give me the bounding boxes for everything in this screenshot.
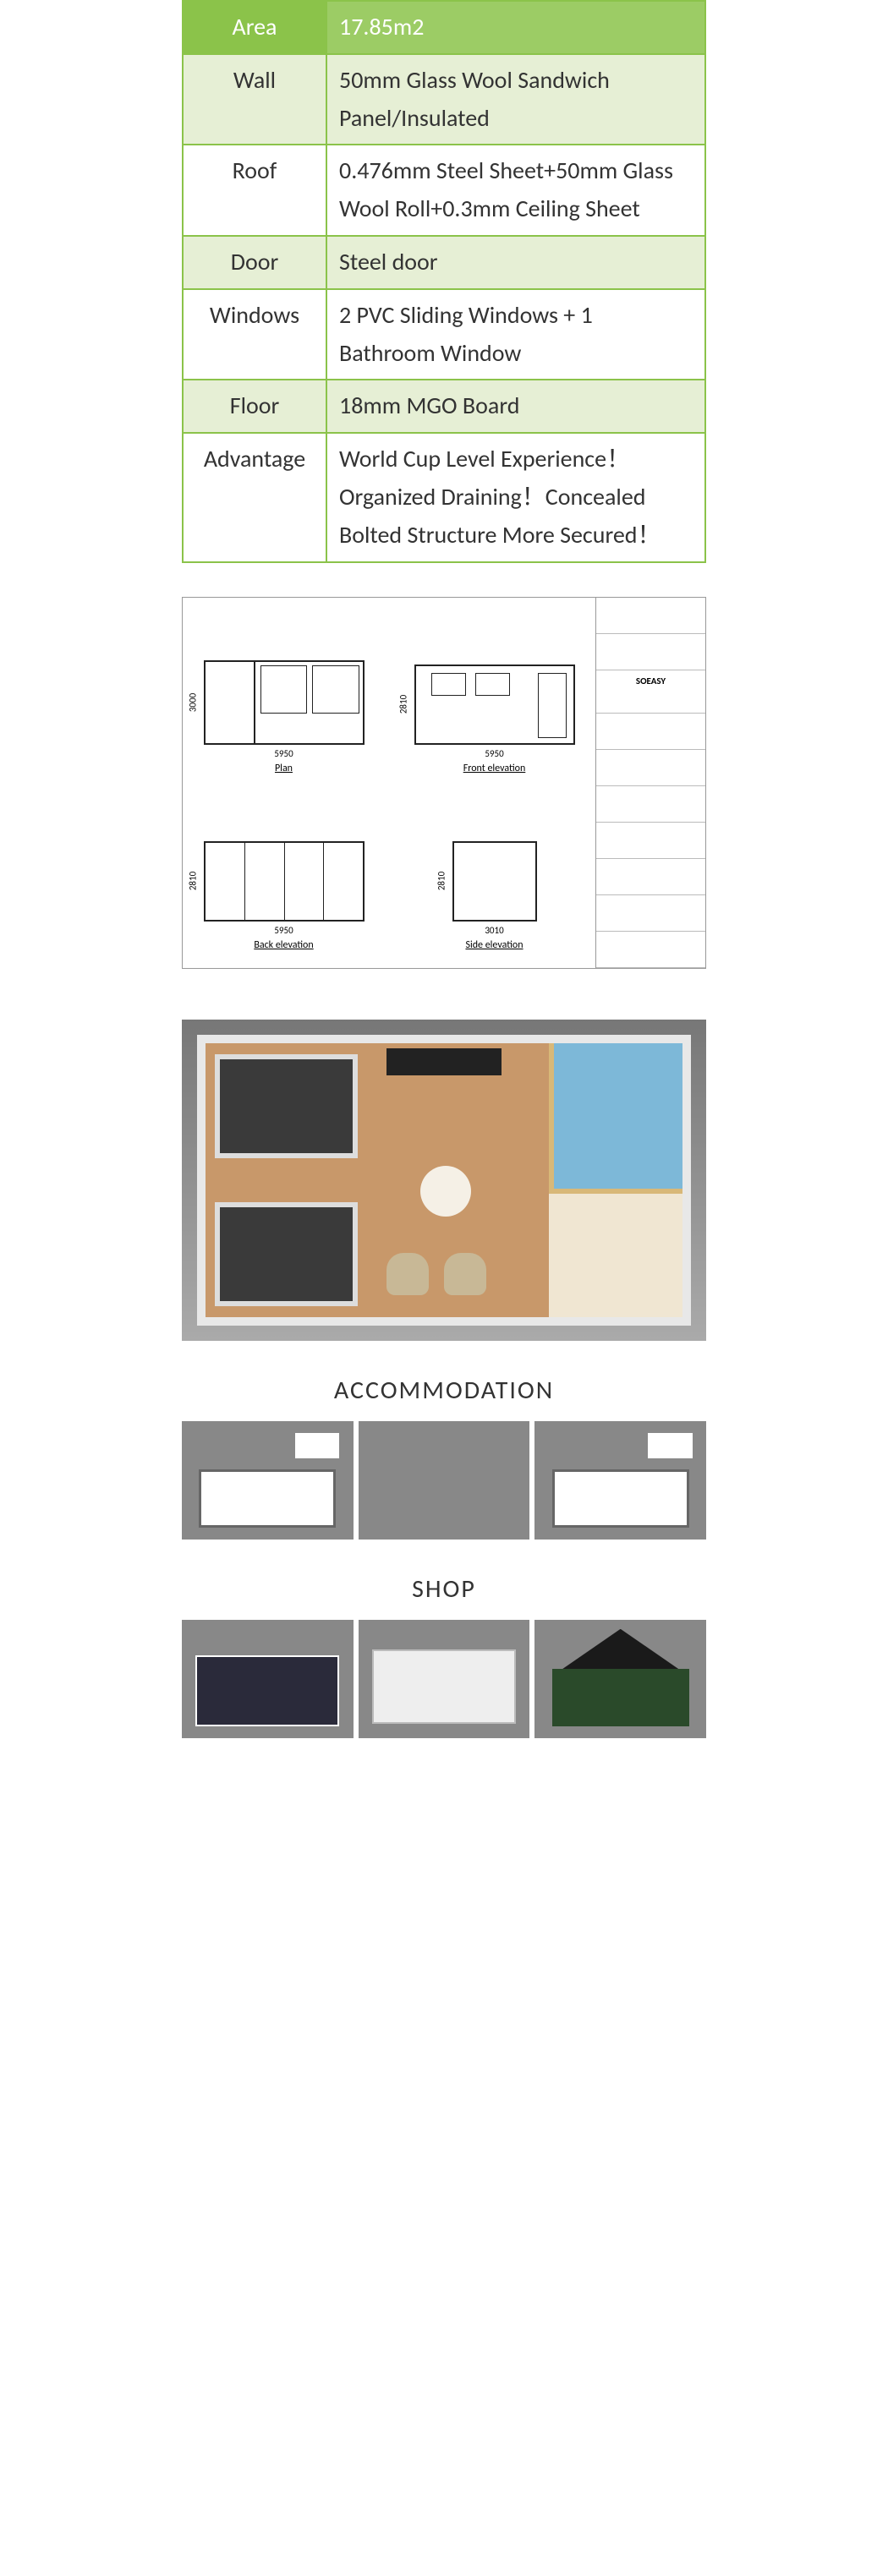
blueprint-titleblock: SOEASY	[595, 598, 705, 968]
spec-label: Door	[183, 236, 326, 289]
dim-width: 5950	[274, 748, 293, 759]
view-label: Front elevation	[463, 763, 526, 774]
dim-height: 2810	[397, 695, 408, 714]
spec-label: Advantage	[183, 433, 326, 561]
dim-height: 2810	[187, 872, 198, 890]
spec-value: 18mm MGO Board	[326, 380, 705, 433]
furniture-chair	[444, 1253, 486, 1295]
thumb-kitchen	[359, 1421, 530, 1540]
spec-row: Door Steel door	[183, 236, 705, 289]
spec-label: Area	[183, 1, 326, 54]
spec-value: 0.476mm Steel Sheet+50mm Glass Wool Roll…	[326, 145, 705, 236]
furniture-bed	[215, 1054, 358, 1158]
thumb-bedroom	[534, 1421, 706, 1540]
blueprint-drawing: 3000 5950 Plan 2810	[182, 597, 706, 969]
blueprint-front: 2810 5950 Front elevation	[402, 615, 587, 774]
dim-width: 5950	[274, 925, 293, 936]
dim-height: 3000	[187, 692, 198, 711]
spec-table: Area 17.85m2 Wall 50mm Glass Wool Sandwi…	[182, 0, 706, 563]
spec-value: 50mm Glass Wool Sandwich Panel/Insulated	[326, 54, 705, 145]
spec-value: World Cup Level Experience！Organized Dra…	[326, 433, 705, 561]
spec-label: Roof	[183, 145, 326, 236]
spec-row: Floor 18mm MGO Board	[183, 380, 705, 433]
spec-label: Windows	[183, 289, 326, 380]
spec-row-header: Area 17.85m2	[183, 1, 705, 54]
spec-value: 17.85m2	[326, 1, 705, 54]
view-label: Side elevation	[465, 939, 523, 951]
thumb-shop	[182, 1620, 354, 1738]
furniture-table	[420, 1166, 471, 1217]
furniture-bed	[215, 1202, 358, 1306]
thumb-bedroom	[182, 1421, 354, 1540]
spec-row: Roof 0.476mm Steel Sheet+50mm Glass Wool…	[183, 145, 705, 236]
thumb-shop	[534, 1620, 706, 1738]
view-label: Plan	[275, 763, 293, 774]
gallery-accommodation	[182, 1421, 706, 1540]
furniture-tv	[386, 1048, 501, 1075]
view-label: Back elevation	[254, 939, 313, 951]
brand-logo: SOEASY	[596, 670, 705, 714]
render-3d	[182, 1020, 706, 1341]
spec-label: Floor	[183, 380, 326, 433]
spec-label: Wall	[183, 54, 326, 145]
blueprint-plan: 3000 5950 Plan	[191, 615, 376, 774]
spec-row: Wall 50mm Glass Wool Sandwich Panel/Insu…	[183, 54, 705, 145]
blueprint-back: 2810 5950 Back elevation	[191, 791, 376, 951]
dim-width: 5950	[485, 748, 503, 759]
dim-height: 2810	[436, 872, 447, 890]
spec-value: Steel door	[326, 236, 705, 289]
blueprint-side: 2810 3010 Side elevation	[402, 791, 587, 951]
gallery-shop	[182, 1620, 706, 1738]
dim-width: 3010	[485, 925, 503, 936]
spec-row: Advantage World Cup Level Experience！Org…	[183, 433, 705, 561]
spec-row: Windows 2 PVC Sliding Windows + 1 Bathro…	[183, 289, 705, 380]
section-title-shop: SHOP	[182, 1573, 706, 1605]
spec-value: 2 PVC Sliding Windows + 1 Bathroom Windo…	[326, 289, 705, 380]
thumb-shop	[359, 1620, 530, 1738]
furniture-chair	[386, 1253, 429, 1295]
section-title-accommodation: ACCOMMODATION	[182, 1375, 706, 1406]
